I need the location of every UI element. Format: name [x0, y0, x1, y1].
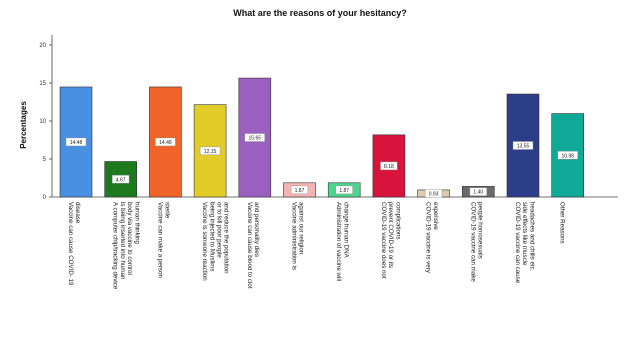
data-label-box	[290, 185, 309, 195]
category-label: human thinking	[133, 202, 140, 245]
y-tick-label: 20	[39, 43, 46, 49]
data-label: 12.15	[204, 149, 217, 155]
category-label: Other Reasons	[559, 202, 566, 244]
y-ticks: 0 5 10 15 20	[39, 43, 52, 201]
category-label: COVID-19 vaccine is very	[425, 202, 432, 274]
y-tick-label: 5	[43, 157, 47, 163]
category-label: complications	[394, 202, 401, 240]
data-label: 14.48	[70, 140, 83, 146]
data-label: 4.67	[116, 177, 126, 183]
category-label: is being inserted into human	[119, 202, 126, 280]
category-label: COVID-19 vaccine can cause	[514, 202, 521, 284]
data-label: 10.98	[561, 153, 574, 159]
category-label: people homosexuals	[477, 202, 484, 259]
bars	[59, 77, 585, 198]
data-label-box	[335, 185, 353, 195]
chart-title: What are the reasons of your hesitancy?	[233, 8, 407, 18]
data-label-box	[425, 189, 443, 198]
category-label: COVID-19 vaccine can make	[469, 202, 476, 282]
category-label: and reduce the population	[223, 202, 230, 274]
category-label: prevent COVID-19 or its	[387, 202, 394, 268]
data-label-box	[155, 137, 176, 147]
category-label: Vaccine is someone reaction	[201, 202, 208, 281]
data-label: 13.55	[517, 144, 530, 150]
data-label-box	[65, 137, 87, 147]
category-label: A computer chip/tracking device	[112, 202, 119, 290]
data-label-box	[469, 187, 487, 196]
data-label-box	[244, 133, 266, 142]
data-label-box	[512, 141, 534, 150]
category-label: being injected to Muslims	[208, 202, 215, 271]
y-tick-label: 10	[39, 119, 46, 125]
category-label: side effects like muscle	[521, 202, 528, 266]
category-label: against our religion	[298, 202, 305, 255]
category-label: Vaccine administration is	[291, 202, 298, 270]
category-label: change human DNA	[342, 202, 349, 259]
category-label: Vaccine can cause blood to clot	[246, 202, 253, 289]
category-label: Vaccine can make a person	[156, 202, 163, 278]
data-label-box	[380, 161, 398, 171]
y-tick-label: 0	[43, 195, 47, 201]
data-label-box	[112, 175, 130, 184]
category-label: COVID-19 vaccine does not	[380, 202, 387, 279]
category-label: or to kill poor people	[216, 202, 223, 258]
data-label: 1.40	[473, 190, 483, 196]
data-label-box	[199, 146, 221, 156]
y-tick-label: 15	[39, 81, 46, 87]
data-label-box	[557, 151, 578, 160]
data-label: 1.87	[339, 188, 349, 194]
data-labels: 14.48 4.67 14.48 12.15 15.65 1.87 1.87 8.18 0.93…	[65, 133, 578, 198]
category-label: Vaccine can cause COVID- 19	[67, 202, 74, 286]
category-label: and personality dies	[253, 202, 260, 257]
category-labels: Vaccine can cause COVID- 19 disease A comp…	[67, 202, 566, 290]
category-label: expensive	[432, 202, 439, 230]
category-label: Administration of vaccine will	[335, 202, 342, 281]
y-axis-label: Percentages	[19, 101, 28, 149]
data-label: 14.48	[159, 140, 172, 146]
category-label: body via vaccine to control	[126, 202, 133, 275]
category-label: disease	[74, 202, 81, 224]
category-label: sterile	[164, 202, 171, 219]
data-label: 8.18	[384, 164, 394, 170]
category-label: headaches and chills etc.	[528, 202, 535, 272]
data-label: 15.65	[249, 136, 262, 142]
data-label: 1.87	[295, 188, 305, 194]
data-label: 0.93	[429, 191, 439, 197]
